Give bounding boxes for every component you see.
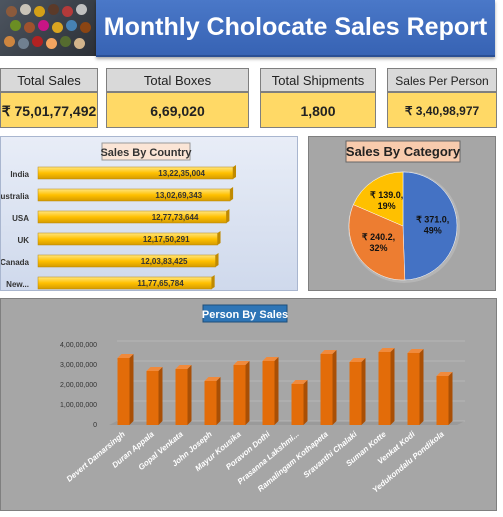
- person-bar-side: [332, 350, 337, 425]
- person-bar-top: [204, 377, 221, 381]
- country-data-label: 12,77,73,644: [152, 213, 199, 222]
- country-data-label: 13,02,69,343: [155, 191, 202, 200]
- chart-floor: [109, 421, 465, 425]
- person-bar: [407, 353, 420, 425]
- category-chart-title-box: [345, 140, 461, 163]
- person-bar-top: [320, 350, 337, 354]
- country-axis-label: India: [10, 170, 29, 179]
- person-bar-side: [187, 365, 192, 425]
- kpi-total-boxes-label: Total Boxes: [106, 68, 249, 92]
- country-chart-title: Sales By Country: [100, 147, 192, 159]
- pie-slice: [348, 204, 406, 281]
- person-bar: [175, 369, 188, 425]
- page-title: Monthly Cholocate Sales Report: [103, 13, 488, 41]
- pie-slice: [353, 171, 404, 227]
- person-bar: [146, 371, 159, 425]
- person-bar: [233, 365, 246, 425]
- country-bar: [37, 254, 216, 268]
- chocolate-box-image: [0, 0, 96, 56]
- person-bar-side: [419, 349, 424, 425]
- title-band: Monthly Cholocate Sales Report: [96, 0, 495, 57]
- person-chart-title-box: [202, 304, 288, 323]
- person-by-sales-chart: Person By Sales 0 1,00,00,000 2,00,00,000 3…: [60, 304, 465, 495]
- person-y-tick-label: 0: [93, 422, 97, 429]
- sales-by-category-chart: Sales By Category ₹ 371.0, 49% ₹ 240.2, 32%…: [345, 140, 461, 283]
- person-bar: [320, 354, 333, 425]
- person-bar-top: [436, 372, 453, 376]
- person-bar: [378, 352, 391, 425]
- person-bar-side: [303, 380, 308, 425]
- person-bar: [117, 358, 130, 425]
- category-chart-title: Sales By Category: [346, 144, 461, 159]
- country-bar: [37, 276, 212, 290]
- person-bar-top: [146, 367, 163, 371]
- pie-slice: [402, 171, 458, 281]
- country-axis-label: UK: [17, 236, 29, 245]
- pie-data-label: ₹ 371.0, 49%: [416, 214, 449, 235]
- person-x-label: Sravanthi Chalaki: [302, 429, 360, 480]
- country-axis-label: Canada: [1, 258, 30, 267]
- kpi-total-shipments-value: 1,800: [260, 92, 376, 128]
- sales-by-category-panel: Sales By Category ₹ 371.0, 49% ₹ 240.2, 32%…: [308, 136, 496, 291]
- pie-data-label: ₹ 139.0, 19%: [370, 190, 403, 211]
- person-bar: [291, 384, 304, 425]
- person-bar-top: [291, 380, 308, 384]
- country-bar-side: [230, 187, 234, 201]
- person-bar: [436, 376, 449, 425]
- person-bar-top: [175, 365, 192, 369]
- person-bar-side: [158, 367, 163, 425]
- person-y-tick-label: 1,00,00,000: [60, 402, 97, 409]
- person-bar-side: [390, 348, 395, 425]
- country-data-label: 11,77,65,784: [137, 279, 184, 288]
- person-by-sales-panel: Person By Sales 0 1,00,00,000 2,00,00,000 3…: [0, 298, 497, 511]
- kpi-total-boxes-value: 6,69,020: [106, 92, 249, 128]
- person-bar-top: [233, 361, 250, 365]
- sales-by-country-chart: Sales By Country India 13,22,35,004 Austra…: [0, 142, 236, 290]
- kpi-total-shipments-label: Total Shipments: [260, 68, 376, 92]
- kpi-total-sales-label: Total Sales: [0, 68, 98, 92]
- person-bar-side: [129, 354, 134, 425]
- person-bar-top: [349, 358, 366, 362]
- person-y-tick-label: 2,00,00,000: [60, 382, 97, 389]
- person-y-tick-label: 4,00,00,000: [60, 342, 97, 349]
- person-bar-top: [378, 348, 395, 352]
- person-bar: [349, 362, 362, 425]
- country-bar-side: [211, 275, 215, 289]
- person-bar-top: [262, 357, 279, 361]
- person-y-tick-label: 3,00,00,000: [60, 362, 97, 369]
- country-bar: [37, 232, 218, 246]
- country-data-label: 12,03,83,425: [141, 257, 188, 266]
- country-bar-side: [215, 253, 219, 267]
- person-bar-top: [117, 354, 134, 358]
- person-bar: [262, 361, 275, 425]
- person-bar-side: [216, 377, 221, 425]
- country-bar-side: [217, 231, 221, 245]
- country-data-label: 13,22,35,004: [158, 169, 205, 178]
- person-bar-side: [274, 357, 279, 425]
- person-bar-side: [361, 358, 366, 425]
- kpi-total-sales-value: ₹ 75,01,77,492: [0, 92, 98, 128]
- report-header: Monthly Cholocate Sales Report: [0, 0, 503, 58]
- kpi-sales-per-person-value: ₹ 3,40,98,977: [387, 92, 497, 128]
- country-axis-label: New...: [6, 280, 29, 289]
- country-axis-label: USA: [12, 214, 29, 223]
- person-bar-side: [245, 361, 250, 425]
- person-bar-top: [407, 349, 424, 353]
- country-axis-label: Australia: [1, 192, 30, 201]
- country-bar-side: [233, 165, 236, 179]
- sales-by-country-panel: Sales By Country India 13,22,35,004 Austra…: [0, 136, 298, 291]
- person-bar: [204, 381, 217, 425]
- person-bar-side: [448, 372, 453, 425]
- country-bar-side: [226, 209, 230, 223]
- country-data-label: 12,17,50,291: [143, 235, 190, 244]
- kpi-sales-per-person-label: Sales Per Person: [387, 68, 497, 92]
- person-chart-title: Person By Sales: [202, 309, 288, 321]
- country-chart-title-box: [101, 142, 191, 161]
- pie-data-label: ₹ 240.2, 32%: [362, 232, 395, 253]
